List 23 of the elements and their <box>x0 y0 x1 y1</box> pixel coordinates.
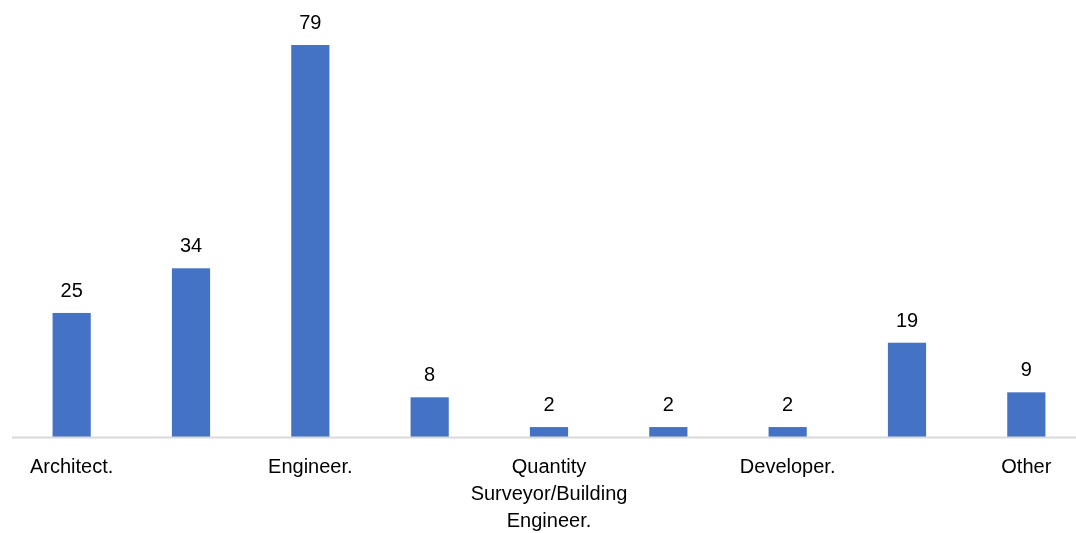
data-label: 79 <box>299 11 322 33</box>
bar <box>887 342 927 437</box>
data-label: 19 <box>895 308 919 331</box>
x-tick-label: Developer. <box>739 455 836 477</box>
bar <box>291 45 330 437</box>
bar <box>52 312 91 437</box>
x-tick-label: Engineer. <box>268 455 353 477</box>
x-tick-label: Architect. <box>29 455 114 477</box>
data-label: 34 <box>179 234 203 257</box>
data-label: 25 <box>60 278 83 301</box>
data-label: 9 <box>1020 358 1032 381</box>
data-label: 2 <box>782 393 794 416</box>
bar <box>768 427 807 437</box>
bar <box>1007 392 1046 437</box>
x-tick-label: Quantity Surveyor/Building Engineer. <box>470 455 628 531</box>
data-label: 2 <box>662 393 674 416</box>
data-label: 8 <box>424 363 436 386</box>
bar <box>410 397 449 437</box>
x-tick-label: Other <box>1001 455 1052 477</box>
data-label: 2 <box>543 393 555 416</box>
bar <box>649 427 688 437</box>
bar <box>171 268 211 437</box>
bar <box>529 427 569 437</box>
